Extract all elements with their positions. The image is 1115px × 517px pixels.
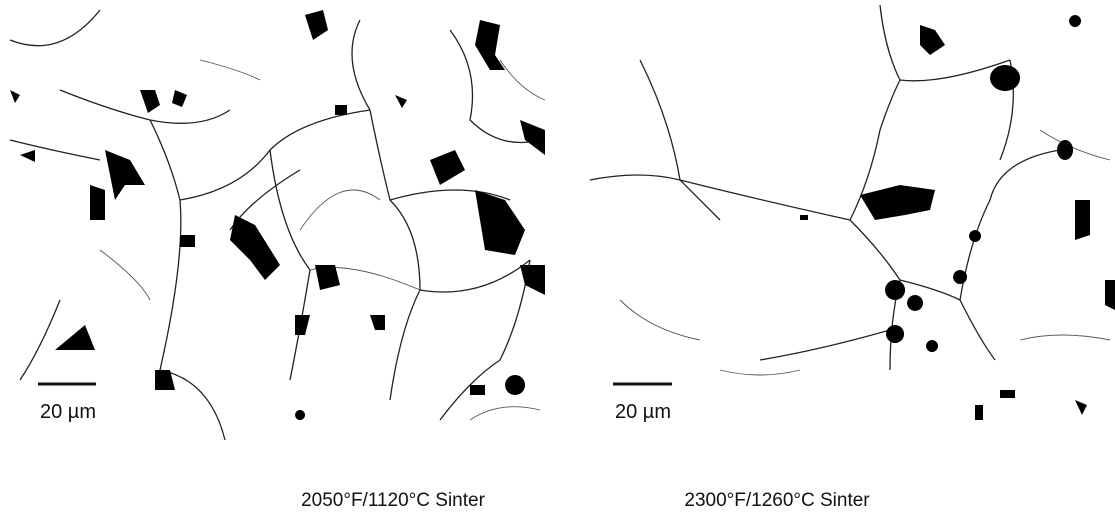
scale-label: 20 µm bbox=[40, 401, 96, 423]
caption: 2050°F/1120°C Sinter bbox=[301, 490, 486, 511]
caption: 2300°F/1260°C Sinter bbox=[684, 490, 870, 511]
micrograph-right bbox=[590, 5, 1115, 420]
micrographs: 20 µm 20 µm 2050°F/1120°C Sinter 2300°F/… bbox=[0, 0, 1115, 517]
figure: 20 µm 20 µm 2050°F/1120°C Sinter 2300°F/… bbox=[0, 0, 1115, 517]
scale-label: 20 µm bbox=[615, 401, 671, 423]
micrograph-left bbox=[10, 10, 545, 440]
